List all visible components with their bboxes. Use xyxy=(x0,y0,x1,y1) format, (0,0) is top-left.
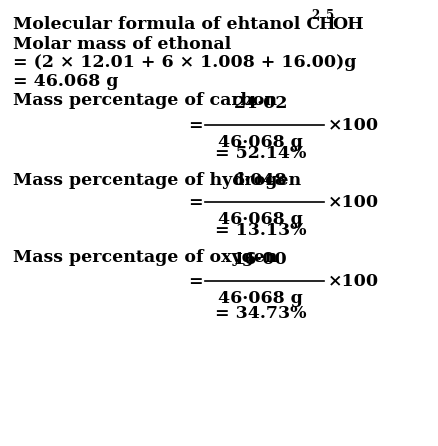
Text: 16·00: 16·00 xyxy=(233,252,288,268)
Text: 46·068 g: 46·068 g xyxy=(218,211,303,227)
Text: 24·02: 24·02 xyxy=(233,95,288,112)
Text: 2: 2 xyxy=(311,9,319,22)
Text: =: = xyxy=(188,117,203,134)
Text: Molecular formula of ehtanol C: Molecular formula of ehtanol C xyxy=(13,16,320,33)
Text: ×100: ×100 xyxy=(328,273,379,290)
Text: = (2 × 12.01 + 6 × 1.008 + 16.00)g: = (2 × 12.01 + 6 × 1.008 + 16.00)g xyxy=(13,54,357,71)
Text: = 13.13%: = 13.13% xyxy=(215,222,306,239)
Text: = 34.73%: = 34.73% xyxy=(215,305,306,322)
Text: = 46.068 g: = 46.068 g xyxy=(13,73,119,90)
Text: ×100: ×100 xyxy=(328,194,379,211)
Text: OH: OH xyxy=(332,16,364,33)
Text: 46·068 g: 46·068 g xyxy=(218,134,303,151)
Text: 5: 5 xyxy=(326,9,335,22)
Text: 6·048: 6·048 xyxy=(233,172,288,189)
Text: ×100: ×100 xyxy=(328,117,379,134)
Text: Mass percentage of hydrogen: Mass percentage of hydrogen xyxy=(13,172,301,189)
Text: =: = xyxy=(188,273,203,290)
Text: Mass percentage of carbon: Mass percentage of carbon xyxy=(13,92,277,109)
Text: Molar mass of ethonal: Molar mass of ethonal xyxy=(13,36,231,53)
Text: =: = xyxy=(188,194,203,211)
Text: H: H xyxy=(318,16,335,33)
Text: 46·068 g: 46·068 g xyxy=(218,290,303,307)
Text: Mass percentage of oxygen: Mass percentage of oxygen xyxy=(13,249,278,266)
Text: = 52.14%: = 52.14% xyxy=(215,145,306,162)
